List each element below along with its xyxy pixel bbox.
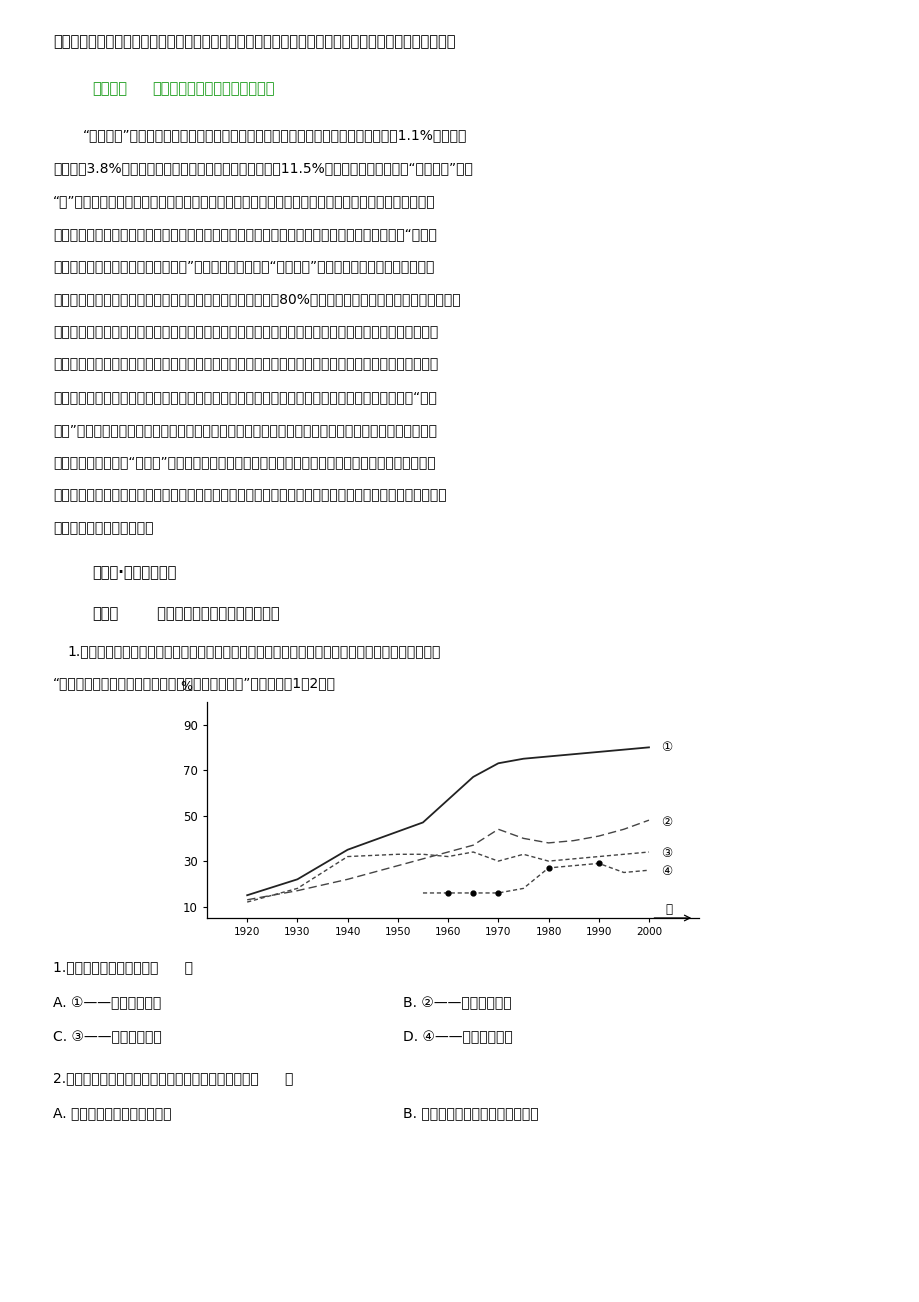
Text: 微拓展：: 微拓展：: [92, 81, 127, 96]
Text: 模式”的发展过程中，又逐步形成了市场先发、多种所有制经济共同发展、家族企业、产业集群，以及企: 模式”的发展过程中，又逐步形成了市场先发、多种所有制经济共同发展、家族企业、产业…: [53, 423, 437, 437]
Text: 年: 年: [664, 902, 672, 915]
Text: B. 日本工业生产总值呈现下降趋势: B. 日本工业生产总值呈现下降趋势: [403, 1107, 538, 1121]
Text: 区域工业化和城市化的典型模式: 区域工业化和城市化的典型模式: [152, 81, 274, 96]
Text: ①: ①: [661, 741, 672, 754]
Text: 商业信息和商业资本被带回家乡，促成了一大批个体和私营企业的诞生。艰苦的创业过程催生了“自强不: 商业信息和商业资本被带回家乡，促成了一大批个体和私营企业的诞生。艰苦的创业过程催…: [53, 227, 437, 241]
Text: “浙江模式”的形成有其自身的地理、历史条件和文化基因。浙江土地面积仅为全国的1.1%，人口仅: “浙江模式”的形成有其自身的地理、历史条件和文化基因。浙江土地面积仅为全国的1.…: [83, 129, 467, 143]
Text: 过能力·名校模拟欣赏: 过能力·名校模拟欣赏: [92, 565, 176, 581]
Text: 展不是主要依赖于政府大规模投资、国家地区优惠政策、或得到政府大量补贴的外国直接投资。在“浙江: 展不是主要依赖于政府大规模投资、国家地区优惠政策、或得到政府大量补贴的外国直接投…: [53, 391, 437, 404]
Text: D. ④——中国城市化率: D. ④——中国城市化率: [403, 1031, 512, 1044]
Text: ③: ③: [661, 846, 672, 859]
Text: 本，已渗透到浙江的各行各业，并逐步形成了民众投资、民间营运、全民分享的自我循环发展体系，给浙: 本，已渗透到浙江的各行各业，并逐步形成了民众投资、民间营运、全民分享的自我循环发…: [53, 324, 438, 339]
Text: 江的经济繁荣提供了源源不断的动力。民间资本主导的自主型、创业型、市场导向型发展。浙江经济的发: 江的经济繁荣提供了源源不断的动力。民间资本主导的自主型、创业型、市场导向型发展。…: [53, 358, 438, 371]
Text: %: %: [180, 680, 192, 693]
Text: A. 中国的城市化进程快于日本: A. 中国的城市化进程快于日本: [53, 1107, 172, 1121]
Text: 息、坚韧不拔、勇于创新、讲求实效”的浙江精神，这也是“浙江模式”得以形成的文化基因。在民营经: 息、坚韧不拔、勇于创新、讲求实效”的浙江精神，这也是“浙江模式”得以形成的文化基…: [53, 259, 435, 273]
Text: 产生了一定的问题，要有针对性的制定对策，消除不利于发展的问题，同时为其他地区的发展提供借鉴。: 产生了一定的问题，要有针对性的制定对策，消除不利于发展的问题，同时为其他地区的发…: [53, 34, 456, 49]
Text: 济最发达的温州、台州、义乌等地区，近几年城市建设资金的80%以上都来自于民间。活跃而充裕的民间资: 济最发达的温州、台州、义乌等地区，近几年城市建设资金的80%以上都来自于民间。活…: [53, 292, 460, 306]
Text: 1.下列对应关系正确的是（      ）: 1.下列对应关系正确的是（ ）: [53, 961, 193, 975]
Text: 1.工业化率是工业增加值占全部生产总值的比重，城市化率为城镇常住人口占总人口的比重。下图是: 1.工业化率是工业增加值占全部生产总值的比重，城市化率为城镇常住人口占总人口的比…: [67, 643, 440, 658]
Text: “中国和日本的工业化率与城市化率变化曲线示意图”。读图完成1～2题。: “中国和日本的工业化率与城市化率变化曲线示意图”。读图完成1～2题。: [53, 676, 336, 690]
Text: ②: ②: [661, 816, 672, 829]
Text: ④: ④: [661, 865, 672, 878]
Text: A. ①——日本工业化率: A. ①——日本工业化率: [53, 996, 162, 1010]
Text: B. ②——中国工业化率: B. ②——中国工业化率: [403, 996, 511, 1010]
Text: 业、商人、商品市场“走出去”、融入全球市场网络、区域经济管理体制创新等方方面面的特色和优势，: 业、商人、商品市场“走出去”、融入全球市场网络、区域经济管理体制创新等方方面面的…: [53, 456, 436, 470]
Text: 这些特色和优势并非一个个孤立的方面，而是一个有机的整体，不是一个个突发的事件，而是具有深刻社会: 这些特色和优势并非一个个孤立的方面，而是一个有机的整体，不是一个个突发的事件，而…: [53, 488, 447, 503]
Text: 历史根源的经济社会变革。: 历史根源的经济社会变革。: [53, 521, 153, 535]
Text: 为全国的3.8%，人均资源拥有量仅相当于全国平均水平的11.5%，居全国倒数第三位。“浙江模式”是被: 为全国的3.8%，人均资源拥有量仅相当于全国平均水平的11.5%，居全国倒数第三…: [53, 161, 472, 176]
Text: 区域工业化和城市化的推进过程: 区域工业化和城市化的推进过程: [152, 605, 279, 621]
Text: 2.关于中、日两国城市化和工业化的分析，正确的是（      ）: 2.关于中、日两国城市化和工业化的分析，正确的是（ ）: [53, 1070, 293, 1085]
Text: C. ③——日本城市化率: C. ③——日本城市化率: [53, 1031, 162, 1044]
Text: “逼”出来的。地瘠人贫中，许多人被迫外出创业谋生，经商技能快速提高、经商经验不断丰富，大量的: “逼”出来的。地瘠人贫中，许多人被迫外出创业谋生，经商技能快速提高、经商经验不断…: [53, 194, 436, 208]
Text: 考点一: 考点一: [92, 605, 119, 621]
